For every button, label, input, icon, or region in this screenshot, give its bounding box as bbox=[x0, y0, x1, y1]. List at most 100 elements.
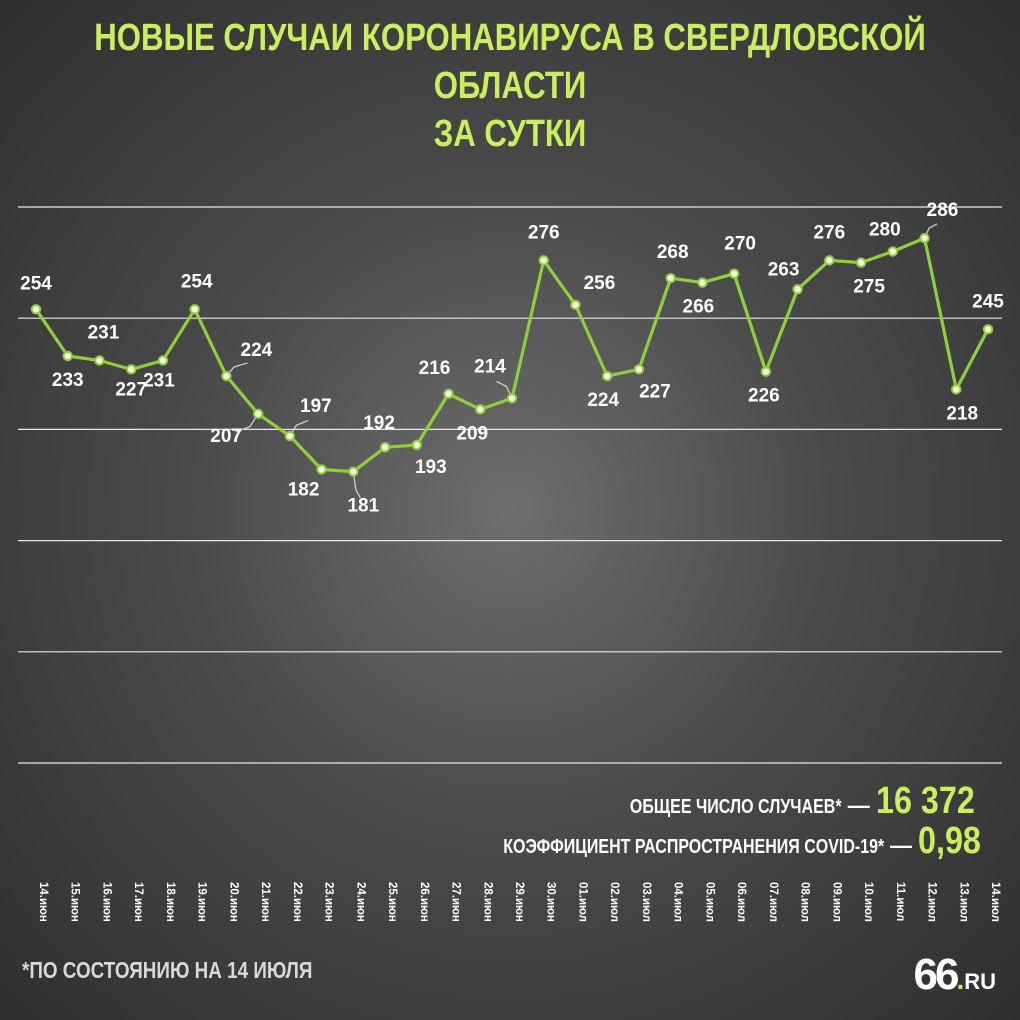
data-label: 245 bbox=[972, 291, 1004, 312]
data-label: 214 bbox=[474, 356, 506, 377]
chart-title-line1: НОВЫЕ СЛУЧАИ КОРОНАВИРУСА В СВЕРДЛОВСКОЙ… bbox=[94, 17, 926, 107]
spread-rate-summary: КОЭФФИЦИЕНТ РАСПРОСТРАНЕНИЯ COVID-19* —0,… bbox=[408, 820, 992, 863]
x-tick-label: 15.июн bbox=[69, 882, 81, 922]
data-point bbox=[792, 284, 803, 295]
data-label: 266 bbox=[683, 297, 715, 318]
data-point bbox=[602, 370, 613, 382]
data-point bbox=[887, 246, 898, 257]
x-tick-label: 01.июл bbox=[576, 882, 588, 922]
data-point bbox=[62, 350, 73, 362]
footnote: *ПО СОСТОЯНИЮ НА 14 ИЮЛЯ bbox=[22, 957, 313, 983]
x-tick-label: 18.июн bbox=[164, 882, 176, 922]
logo-number: 66 bbox=[913, 950, 959, 999]
x-tick-label: 03.июл bbox=[640, 882, 652, 922]
data-label: 227 bbox=[639, 381, 671, 402]
data-point bbox=[570, 299, 581, 311]
data-label: 216 bbox=[419, 358, 451, 379]
x-tick-label: 09.июл bbox=[830, 882, 842, 922]
data-label: 207 bbox=[210, 426, 242, 447]
x-tick-label: 27.июн bbox=[450, 882, 462, 922]
data-label: 218 bbox=[946, 403, 978, 424]
x-tick-label: 16.июн bbox=[100, 882, 112, 922]
x-tick-label: 21.июн bbox=[259, 882, 271, 922]
x-tick-label: 19.июн bbox=[196, 882, 208, 922]
data-point bbox=[475, 404, 486, 415]
data-point bbox=[824, 255, 835, 266]
data-point bbox=[697, 277, 708, 288]
x-tick-label: 29.июн bbox=[513, 882, 525, 922]
data-label: 276 bbox=[813, 222, 845, 243]
total-cases-summary: ОБЩЕЕ ЧИСЛО СЛУЧАЕВ* —16 372 bbox=[577, 780, 992, 823]
chart-title-line2: ЗА СУТКИ bbox=[433, 113, 587, 155]
data-label: 280 bbox=[869, 219, 901, 240]
data-label: 224 bbox=[241, 340, 273, 361]
data-label: 268 bbox=[657, 242, 689, 263]
data-label: 276 bbox=[528, 222, 560, 243]
x-tick-label: 26.июн bbox=[418, 882, 430, 922]
data-point bbox=[284, 430, 296, 442]
data-point bbox=[919, 232, 930, 244]
x-tick-label: 25.июн bbox=[386, 882, 398, 922]
data-point bbox=[665, 272, 676, 284]
x-tick-label: 12.июл bbox=[926, 882, 938, 922]
data-label: 192 bbox=[363, 413, 395, 434]
x-tick-label: 04.июл bbox=[672, 882, 684, 922]
logo-domain: RU bbox=[964, 969, 996, 994]
data-point bbox=[316, 464, 327, 475]
x-tick-label: 13.июл bbox=[957, 882, 969, 922]
data-label: 254 bbox=[20, 273, 52, 294]
x-tick-label: 20.июн bbox=[227, 882, 239, 922]
data-label: 254 bbox=[181, 271, 213, 292]
data-label: 256 bbox=[584, 273, 616, 294]
series-line bbox=[34, 236, 990, 474]
spread-rate-label: КОЭФФИЦИЕНТ РАСПРОСТРАНЕНИЯ COVID-19* bbox=[503, 836, 885, 858]
data-label: 224 bbox=[587, 390, 619, 411]
data-label: 193 bbox=[415, 457, 447, 478]
data-label: 227 bbox=[115, 379, 147, 400]
data-label: 286 bbox=[927, 200, 959, 221]
data-point bbox=[126, 364, 137, 375]
data-label: 233 bbox=[52, 370, 84, 391]
site-logo: 66.RU bbox=[913, 950, 996, 1000]
data-point bbox=[951, 384, 962, 395]
data-point bbox=[94, 355, 105, 366]
data-point bbox=[506, 393, 518, 404]
data-label: 231 bbox=[143, 370, 175, 391]
x-tick-label: 24.июн bbox=[354, 882, 366, 922]
data-point bbox=[982, 324, 994, 335]
data-label: 270 bbox=[724, 234, 756, 255]
x-tick-label: 08.июл bbox=[799, 882, 811, 922]
data-label: 231 bbox=[88, 322, 120, 343]
x-tick-label: 11.июл bbox=[894, 882, 906, 921]
data-point bbox=[538, 255, 549, 266]
data-point bbox=[348, 466, 359, 477]
x-tick-label: 10.июл bbox=[862, 882, 874, 922]
x-tick-label: 06.июл bbox=[735, 882, 747, 922]
data-point bbox=[443, 388, 454, 400]
x-tick-label: 14.июн bbox=[37, 882, 49, 922]
data-point bbox=[221, 370, 232, 382]
data-point bbox=[728, 268, 740, 279]
data-point bbox=[157, 355, 169, 366]
data-point bbox=[189, 304, 200, 315]
data-label: 226 bbox=[748, 386, 780, 407]
logo-dot: . bbox=[956, 964, 965, 995]
x-tick-label: 23.июн bbox=[323, 882, 335, 922]
label-leader bbox=[352, 471, 361, 498]
x-tick-label: 14.июл bbox=[989, 882, 1001, 922]
x-tick-label: 07.июл bbox=[767, 882, 779, 922]
data-label: 275 bbox=[853, 277, 885, 298]
data-point bbox=[855, 257, 867, 268]
total-cases-value: 16 372 bbox=[875, 780, 975, 822]
x-tick-label: 30.июн bbox=[545, 882, 557, 922]
data-point bbox=[411, 439, 422, 451]
total-cases-label: ОБЩЕЕ ЧИСЛО СЛУЧАЕВ* bbox=[630, 796, 842, 818]
data-label: 263 bbox=[768, 259, 800, 280]
data-label: 182 bbox=[288, 479, 320, 500]
spread-rate-dash: — bbox=[890, 833, 913, 858]
data-label: 181 bbox=[347, 496, 379, 517]
chart-title: НОВЫЕ СЛУЧАИ КОРОНАВИРУСА В СВЕРДЛОВСКОЙ… bbox=[92, 14, 928, 158]
data-point bbox=[252, 408, 264, 420]
x-tick-label: 17.июн bbox=[132, 882, 144, 922]
